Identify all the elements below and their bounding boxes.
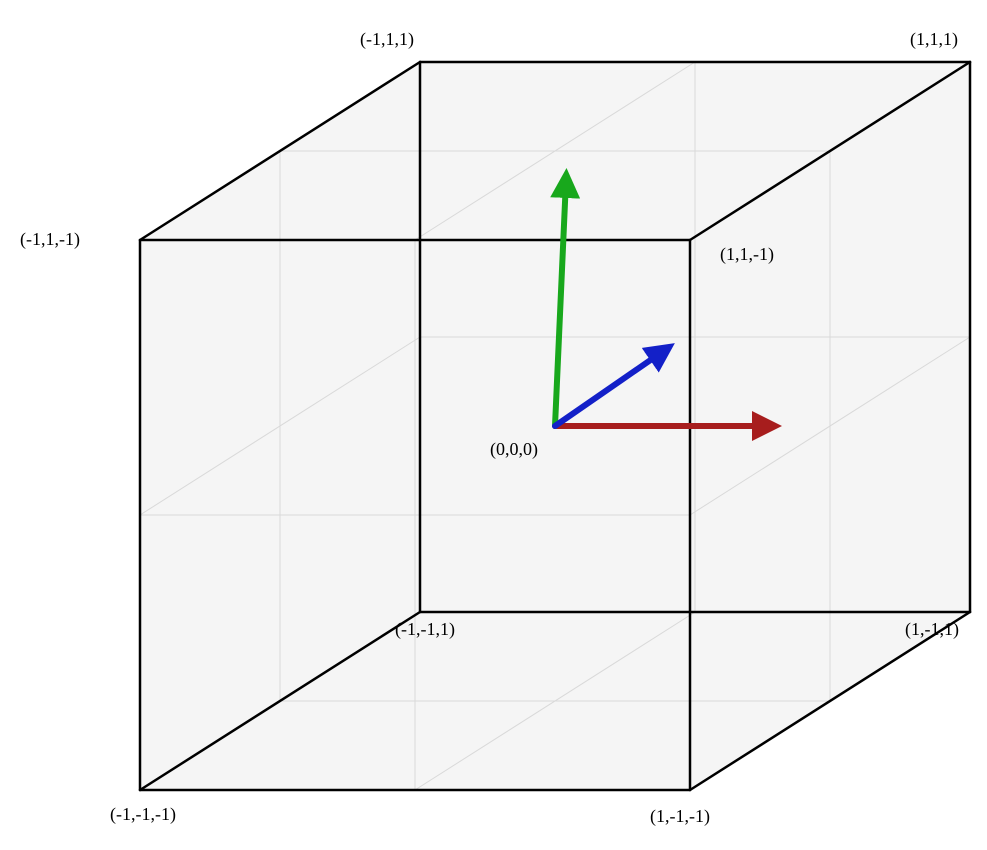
vertex-label: (-1,1,1) (360, 29, 414, 50)
vertex-label: (-1,-1,1) (395, 619, 455, 640)
cube-diagram: (-1,-1,-1) (1,-1,-1) (-1,1,-1) (1,1,-1) (-1,… (0, 0, 987, 850)
vertex-label: (-1,1,-1) (20, 229, 80, 250)
vertex-label: (1,-1,-1) (650, 806, 710, 827)
vertex-label: (-1,-1,-1) (110, 804, 176, 825)
vertex-label: (1,-1,1) (905, 619, 959, 640)
vertex-label: (1,1,1) (910, 29, 958, 50)
origin-label: (0,0,0) (490, 439, 538, 460)
vertex-label: (1,1,-1) (720, 244, 774, 265)
